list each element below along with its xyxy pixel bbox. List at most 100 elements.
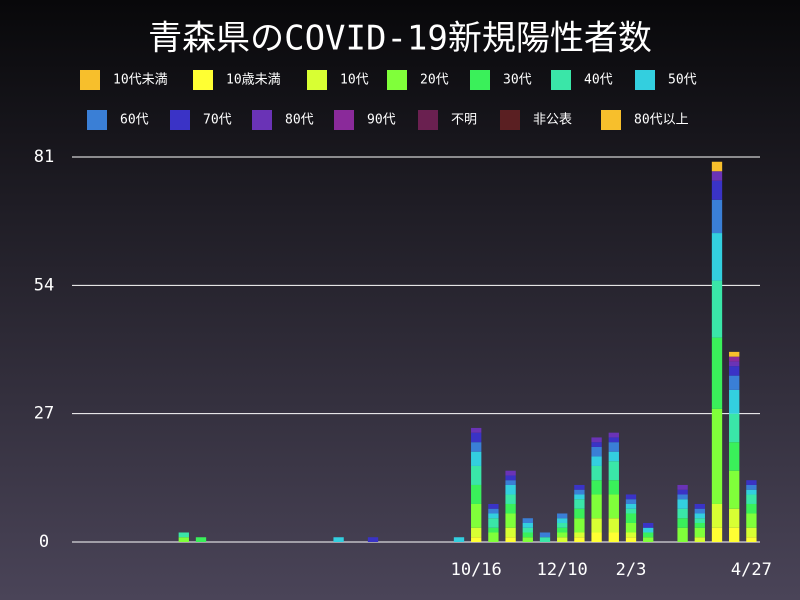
bar-segment bbox=[746, 494, 757, 504]
bar-segment bbox=[574, 499, 585, 509]
bar-segment bbox=[471, 484, 482, 504]
x-tick-label: 10/16 bbox=[451, 560, 502, 580]
bar-segment bbox=[574, 537, 585, 542]
legend-swatch bbox=[601, 110, 621, 130]
bar-segment bbox=[625, 503, 637, 509]
bar-segment bbox=[178, 532, 189, 538]
legend-swatch bbox=[252, 110, 272, 130]
bar-segment bbox=[488, 532, 499, 542]
bar-segment bbox=[746, 484, 757, 490]
bar-segment bbox=[711, 199, 723, 234]
bar-segment bbox=[195, 537, 207, 542]
bar-segment bbox=[746, 527, 757, 538]
legend-label: 不明 bbox=[451, 113, 477, 128]
bar-segment bbox=[729, 389, 740, 414]
bar-segment bbox=[453, 537, 465, 542]
bar-segment bbox=[608, 480, 619, 495]
bar-segment bbox=[625, 532, 637, 538]
bar-segment bbox=[729, 442, 740, 471]
bar-segment bbox=[625, 522, 637, 533]
bar-segment bbox=[746, 537, 757, 542]
bar-segment bbox=[574, 532, 585, 538]
bar-segment bbox=[488, 527, 499, 533]
bar-segment bbox=[746, 489, 757, 495]
legend-label: 90代 bbox=[367, 113, 396, 128]
bar-segment bbox=[539, 532, 551, 538]
legend-label: 80代以上 bbox=[634, 113, 689, 128]
bar-segment bbox=[677, 489, 688, 495]
legend-label: 60代 bbox=[120, 113, 149, 128]
bar-segment bbox=[729, 470, 740, 509]
legend-label: 50代 bbox=[668, 73, 697, 88]
bar-segment bbox=[608, 461, 619, 481]
legend-swatch bbox=[193, 70, 213, 90]
bar-segment bbox=[711, 171, 723, 181]
bar-segment bbox=[471, 427, 482, 433]
bar-segment bbox=[608, 451, 619, 462]
bar-segment bbox=[677, 499, 688, 509]
bar-segment bbox=[591, 518, 602, 533]
legend-swatch bbox=[80, 70, 100, 90]
bar-segment bbox=[574, 489, 585, 495]
bar-segment bbox=[694, 537, 705, 542]
y-tick-label: 27 bbox=[34, 404, 54, 424]
bar-segment bbox=[557, 513, 568, 519]
bar-segment bbox=[677, 494, 688, 500]
bar-segment bbox=[591, 494, 602, 519]
bar-segment bbox=[677, 527, 688, 542]
bar-segment bbox=[522, 522, 533, 528]
bar-segment bbox=[608, 432, 619, 438]
bar-segment bbox=[729, 375, 740, 390]
bar-segment bbox=[643, 527, 654, 533]
bar-segment bbox=[625, 494, 637, 500]
bar-segment bbox=[471, 465, 482, 485]
bar-segment bbox=[711, 527, 723, 542]
bar-segment bbox=[557, 518, 568, 523]
bar-segment bbox=[677, 518, 688, 528]
bar-segment bbox=[505, 537, 516, 542]
y-tick-label: 54 bbox=[34, 275, 54, 295]
legend-swatch bbox=[470, 70, 490, 90]
bar-segment bbox=[729, 361, 740, 367]
bar-segment bbox=[729, 351, 740, 357]
bar-segment bbox=[591, 532, 602, 542]
bar-segment bbox=[643, 522, 654, 528]
bar-segment bbox=[711, 503, 723, 528]
bar-segment bbox=[574, 494, 585, 500]
bar-segment bbox=[471, 537, 482, 542]
legend-swatch bbox=[635, 70, 655, 90]
bar-segment bbox=[471, 503, 482, 528]
bar-segment bbox=[522, 518, 533, 523]
bar-segment bbox=[471, 432, 482, 443]
legend-label: 30代 bbox=[503, 73, 532, 88]
bar-segment bbox=[488, 513, 499, 519]
bar-segment bbox=[694, 513, 705, 519]
legend-swatch bbox=[307, 70, 327, 90]
bar-segment bbox=[557, 527, 568, 533]
bar-segment bbox=[729, 356, 740, 362]
bar-segment bbox=[729, 366, 740, 376]
bar-segment bbox=[539, 537, 551, 542]
bar-segment bbox=[608, 437, 619, 443]
bar-segment bbox=[746, 503, 757, 514]
bar-segment bbox=[694, 522, 705, 528]
y-tick-label: 81 bbox=[34, 147, 54, 167]
bar-segment bbox=[178, 537, 189, 542]
bar-segment bbox=[746, 480, 757, 485]
bar-segment bbox=[505, 527, 516, 538]
legend-swatch bbox=[551, 70, 571, 90]
bar-segment bbox=[643, 532, 654, 538]
bar-segment bbox=[557, 537, 568, 542]
bar-segment bbox=[505, 513, 516, 528]
bar-segment bbox=[557, 522, 568, 528]
bar-segment bbox=[574, 508, 585, 519]
bar-segment bbox=[505, 494, 516, 504]
legend-swatch bbox=[170, 110, 190, 130]
chart-title: 青森県のCOVID-19新規陽性者数 bbox=[148, 19, 652, 59]
bar-segment bbox=[608, 532, 619, 542]
bar-segment bbox=[505, 480, 516, 485]
legend-label: 80代 bbox=[285, 113, 314, 128]
x-tick-label: 4/27 bbox=[731, 560, 772, 580]
bar-segment bbox=[333, 537, 344, 542]
